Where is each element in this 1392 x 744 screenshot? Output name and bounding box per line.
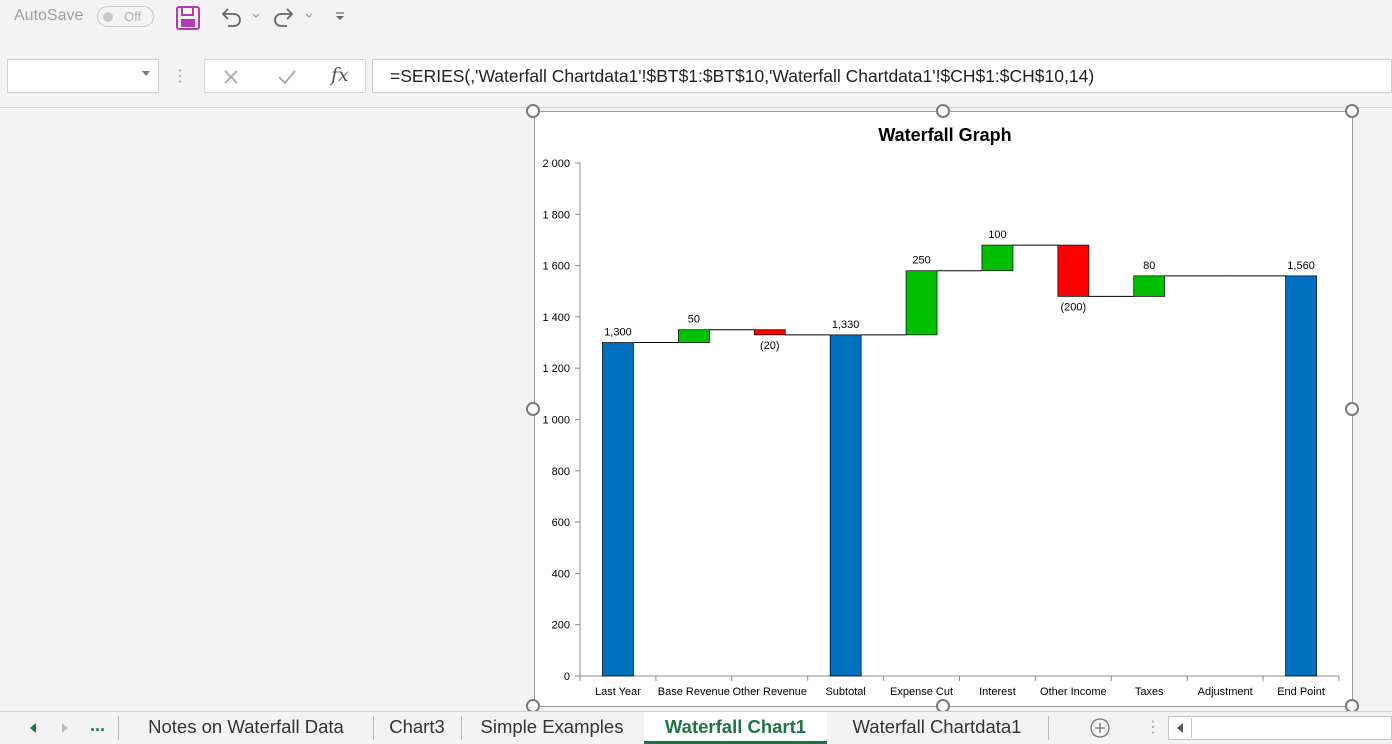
autosave-toggle[interactable]: Off — [97, 6, 154, 27]
resize-handle-right[interactable] — [1345, 402, 1359, 416]
chart-title: Waterfall Graph — [878, 125, 1011, 145]
tab-separator — [461, 716, 462, 740]
y-tick-label: 2 000 — [542, 158, 570, 170]
insert-function-icon[interactable]: fx — [331, 64, 349, 86]
y-tick-label: 600 — [552, 517, 570, 529]
x-tick-label: Base Revenue — [658, 686, 730, 698]
x-tick-label: Interest — [979, 686, 1016, 698]
scrollbar-divider — [1191, 718, 1192, 738]
data-label: 1,560 — [1287, 260, 1315, 272]
bar-total — [602, 342, 634, 677]
name-box-dropdown-icon[interactable] — [142, 71, 150, 76]
bar-total — [829, 334, 862, 677]
autosave-state: Off — [124, 9, 142, 24]
data-label: 1,330 — [832, 319, 860, 331]
autosave-label: AutoSave — [14, 7, 84, 24]
autosave-knob — [103, 12, 113, 22]
resize-handle-left[interactable] — [526, 402, 540, 416]
x-tick-label: Expense Cut — [890, 686, 953, 698]
tab-simple-examples[interactable]: Simple Examples — [480, 716, 624, 737]
resize-handle-top-left[interactable] — [526, 104, 540, 118]
bar-increase — [981, 244, 1014, 272]
data-label: (200) — [1061, 301, 1087, 313]
tab-chart3[interactable]: Chart3 — [389, 716, 445, 737]
chart-data-labels: 1,300 50 (20) 1,330 250 100 (200) 80 1,560 — [604, 229, 1315, 352]
data-label: 50 — [688, 314, 700, 326]
resize-handle-top-right[interactable] — [1345, 104, 1359, 118]
data-label: 1,300 — [604, 327, 632, 339]
x-tick-label: Last Year — [595, 686, 641, 698]
tab-split-grip-icon[interactable]: ⋮ — [1145, 719, 1161, 736]
formula-bar-row: ⋮ fx =SERIES(,'Waterfall Chartdata1'!$BT… — [0, 44, 1392, 108]
data-label: 250 — [912, 255, 930, 267]
waterfall-chart: Waterfall Graph 0 200 400 600 800 1 000 1 200 1… — [542, 125, 1340, 698]
enter-icon[interactable] — [277, 68, 297, 86]
y-tick-label: 1 800 — [542, 209, 570, 221]
save-icon[interactable] — [174, 4, 202, 32]
bar-increase — [678, 329, 710, 343]
y-tick-label: 1 000 — [542, 415, 570, 427]
x-tick-label: End Point — [1277, 686, 1325, 698]
name-box[interactable] — [7, 59, 159, 93]
tab-separator — [118, 716, 119, 740]
x-tick-label: Adjustment — [1198, 686, 1253, 698]
bar-total — [1285, 275, 1317, 677]
formula-bar-grip-icon: ⋮ — [172, 68, 188, 85]
cancel-icon[interactable] — [222, 68, 240, 86]
bar-decrease — [753, 329, 786, 336]
tab-notes-on-waterfall-data[interactable]: Notes on Waterfall Data — [148, 716, 344, 737]
resize-handle-top[interactable] — [936, 104, 950, 118]
add-sheet-icon[interactable] — [1089, 717, 1111, 739]
undo-dropdown-icon[interactable] — [251, 11, 261, 21]
formula-input[interactable]: =SERIES(,'Waterfall Chartdata1'!$BT$1:$B… — [372, 59, 1392, 93]
scroll-left-icon[interactable] — [1176, 723, 1184, 733]
chart-object[interactable]: Waterfall Graph 0 200 400 600 800 1 000 1 200 1… — [534, 111, 1353, 707]
y-tick-label: 0 — [564, 671, 570, 683]
data-label: 80 — [1143, 260, 1155, 272]
chart-axes: 0 200 400 600 800 1 000 1 200 1 400 1 600 1 800 2 … — [542, 158, 1340, 698]
horizontal-scrollbar[interactable] — [1168, 716, 1392, 740]
redo-dropdown-icon[interactable] — [304, 11, 314, 21]
tab-separator — [1048, 716, 1049, 740]
formula-buttons: fx — [204, 59, 366, 93]
x-tick-label: Taxes — [1135, 686, 1164, 698]
undo-icon[interactable] — [218, 4, 244, 32]
y-tick-label: 400 — [552, 568, 570, 580]
y-tick-label: 1 400 — [542, 312, 570, 324]
tab-more-button[interactable]: ... — [90, 715, 106, 735]
tab-scroll-right-icon[interactable] — [60, 722, 70, 734]
sheet-tab-bar: ... Notes on Waterfall Data Chart3 Simpl… — [0, 711, 1392, 744]
x-tick-label: Other Income — [1040, 686, 1107, 698]
bar-decrease — [1057, 244, 1090, 297]
formula-text: =SERIES(,'Waterfall Chartdata1'!$BT$1:$B… — [390, 66, 1095, 86]
bar-increase — [1133, 275, 1166, 297]
data-label: (20) — [760, 340, 780, 352]
title-bar: AutoSave Off — [0, 0, 1392, 44]
customize-icon[interactable] — [333, 10, 347, 24]
y-tick-label: 1 600 — [542, 261, 570, 273]
y-tick-label: 1 200 — [542, 363, 570, 375]
tab-separator — [373, 716, 374, 740]
y-tick-label: 800 — [552, 466, 570, 478]
chart-bars — [602, 244, 1317, 677]
tab-waterfall-chartdata1[interactable]: Waterfall Chartdata1 — [852, 716, 1022, 737]
x-tick-label: Subtotal — [825, 686, 865, 698]
data-label: 100 — [988, 229, 1006, 241]
tab-waterfall-chart1[interactable]: Waterfall Chart1 — [644, 712, 827, 744]
tab-scroll-left-icon[interactable] — [28, 722, 38, 734]
x-tick-label: Other Revenue — [732, 686, 807, 698]
redo-icon[interactable] — [271, 4, 297, 32]
y-tick-label: 200 — [552, 620, 570, 632]
bar-increase — [905, 270, 938, 336]
